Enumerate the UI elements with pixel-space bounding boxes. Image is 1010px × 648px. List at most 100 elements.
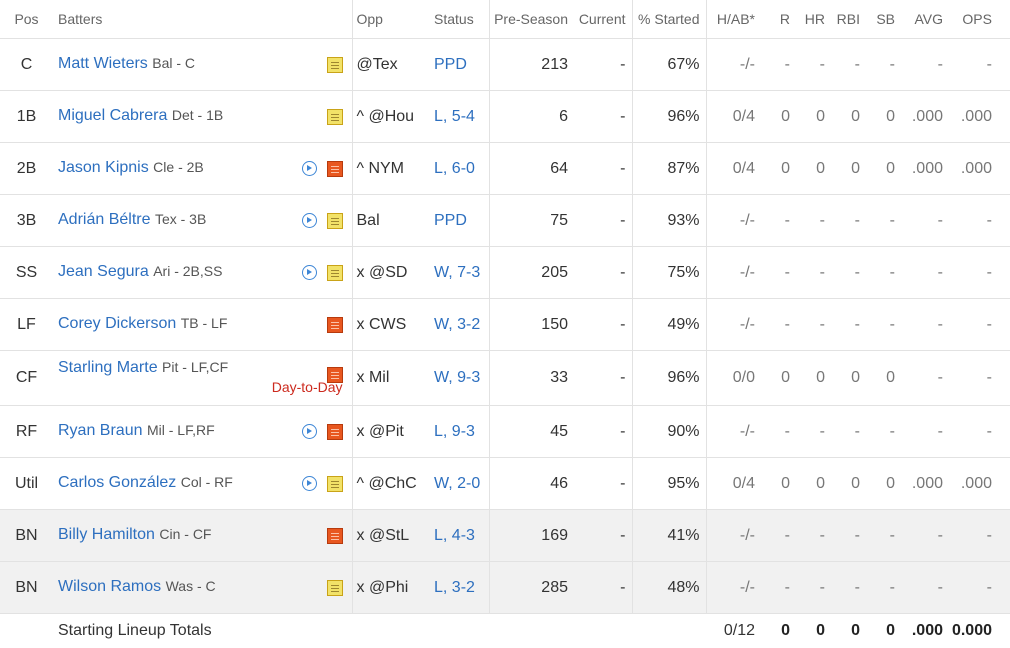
game-status-link[interactable]: L, 6-0 — [434, 159, 475, 177]
ops-cell: - — [943, 509, 1010, 562]
player-name-link[interactable]: Jean Segura — [58, 262, 149, 280]
player-note-icon[interactable] — [326, 56, 343, 73]
batter-cell: Jean Segura Ari - 2B,SS — [53, 246, 352, 299]
game-status-link[interactable]: PPD — [434, 55, 467, 73]
table-row: SS Jean Segura Ari - 2B,SS x @SD W, 7-3 205-… — [0, 246, 1010, 299]
player-note-icon[interactable] — [326, 475, 343, 492]
header-avg[interactable]: AVG — [895, 0, 943, 39]
player-name-link[interactable]: Ryan Braun — [58, 421, 143, 439]
player-note-icon[interactable] — [326, 316, 343, 333]
game-status-link[interactable]: L, 3-2 — [434, 578, 475, 596]
player-note-icon[interactable] — [326, 579, 343, 596]
player-name-link[interactable]: Corey Dickerson — [58, 314, 177, 332]
player-note-icon[interactable] — [326, 423, 343, 440]
stolen-bases-cell: 0 — [860, 350, 895, 406]
hab-cell: 0/4 — [705, 142, 755, 195]
player-note-icon[interactable] — [326, 160, 343, 177]
player-name-link[interactable]: Matt Wieters — [58, 54, 148, 72]
header-hab[interactable]: H/AB* — [705, 0, 755, 39]
game-status-link[interactable]: PPD — [434, 211, 467, 229]
preseason-rank-cell: 75 — [488, 194, 576, 247]
header-preseason[interactable]: Pre-Season — [488, 0, 576, 39]
header-sb[interactable]: SB — [860, 0, 895, 39]
position-cell[interactable]: CF — [0, 350, 53, 406]
player-note-icon[interactable] — [326, 527, 343, 544]
rbi-cell: - — [825, 509, 860, 562]
header-current[interactable]: Current — [576, 0, 632, 39]
ops-cell: .000 — [943, 90, 1010, 143]
game-status-link[interactable]: W, 9-3 — [434, 369, 481, 386]
hab-cell: 0/0 — [705, 350, 755, 406]
batter-cell: Matt Wieters Bal - C — [53, 38, 352, 91]
hab-cell: -/- — [705, 38, 755, 91]
player-note-icon[interactable] — [326, 108, 343, 125]
play-video-icon[interactable] — [301, 424, 317, 439]
game-status-link[interactable]: L, 9-3 — [434, 422, 475, 440]
position-cell[interactable]: BN — [0, 509, 53, 562]
current-rank-cell: - — [576, 350, 632, 406]
pct-started-cell: 49% — [631, 298, 706, 351]
player-note-icon[interactable] — [326, 212, 343, 229]
player-name-link[interactable]: Carlos González — [58, 473, 177, 491]
player-name-link[interactable]: Miguel Cabrera — [58, 106, 168, 124]
position-cell[interactable]: BN — [0, 561, 53, 614]
play-video-icon[interactable] — [301, 265, 317, 280]
player-note-icon[interactable] — [326, 367, 343, 383]
game-status-link[interactable]: L, 4-3 — [434, 526, 475, 544]
player-name-link[interactable]: Starling Marte — [58, 359, 158, 376]
game-status-cell: PPD — [424, 38, 489, 91]
header-hr[interactable]: HR — [790, 0, 825, 39]
opponent-cell: x CWS — [351, 298, 424, 351]
table-row: C Matt Wieters Bal - C @Tex PPD 213-67% -/- - -… — [0, 38, 1010, 91]
player-name-link[interactable]: Adrián Béltre — [58, 210, 151, 228]
position-cell[interactable]: LF — [0, 298, 53, 351]
preseason-rank-cell: 64 — [488, 142, 576, 195]
game-status-link[interactable]: W, 7-3 — [434, 263, 481, 281]
game-status-link[interactable]: L, 5-4 — [434, 107, 475, 125]
ops-cell: - — [943, 194, 1010, 247]
stolen-bases-cell: - — [860, 509, 895, 562]
game-status-link[interactable]: W, 3-2 — [434, 315, 481, 333]
homeruns-cell: 0 — [790, 350, 825, 406]
header-r[interactable]: R — [755, 0, 790, 39]
header-pos[interactable]: Pos — [0, 0, 53, 39]
avg-cell: - — [895, 509, 943, 562]
batter-cell: Jason Kipnis Cle - 2B — [53, 142, 352, 195]
position-cell[interactable]: 3B — [0, 194, 53, 247]
header-status[interactable]: Status — [424, 0, 489, 39]
player-name-link[interactable]: Jason Kipnis — [58, 158, 149, 176]
player-name-link[interactable]: Billy Hamilton — [58, 525, 155, 543]
player-icons — [301, 160, 343, 177]
header-opp[interactable]: Opp — [351, 0, 424, 39]
header-pct-started[interactable]: % Started — [631, 0, 706, 39]
table-row: CF Starling Marte Pit - LF,CF Day-to-Day x … — [0, 350, 1010, 406]
header-ops[interactable]: OPS — [943, 0, 1010, 39]
header-rbi[interactable]: RBI — [825, 0, 860, 39]
current-rank-cell: - — [576, 90, 632, 143]
stolen-bases-cell: - — [860, 561, 895, 614]
current-rank-cell: - — [576, 194, 632, 247]
position-cell[interactable]: Util — [0, 457, 53, 510]
current-rank-cell: - — [576, 246, 632, 299]
hab-cell: -/- — [705, 509, 755, 562]
position-cell[interactable]: 1B — [0, 90, 53, 143]
header-batters: Batters — [53, 0, 352, 39]
opponent-cell: Bal — [351, 194, 424, 247]
batter-name-line: Adrián Béltre Tex - 3B — [58, 211, 206, 228]
position-cell[interactable]: 2B — [0, 142, 53, 195]
player-icons — [301, 264, 343, 281]
ops-cell: .000 — [943, 457, 1010, 510]
player-name-link[interactable]: Wilson Ramos — [58, 577, 162, 595]
player-note-icon[interactable] — [326, 264, 343, 281]
position-cell[interactable]: SS — [0, 246, 53, 299]
play-video-icon[interactable] — [301, 161, 317, 176]
rbi-cell: - — [825, 561, 860, 614]
game-status-link[interactable]: W, 2-0 — [434, 474, 481, 492]
current-rank-cell: - — [576, 509, 632, 562]
position-cell[interactable]: RF — [0, 405, 53, 458]
play-video-icon[interactable] — [301, 476, 317, 491]
opponent-cell: x @SD — [351, 246, 424, 299]
position-cell[interactable]: C — [0, 38, 53, 91]
batter-name-line: Corey Dickerson TB - LF — [58, 315, 227, 332]
play-video-icon[interactable] — [301, 213, 317, 228]
